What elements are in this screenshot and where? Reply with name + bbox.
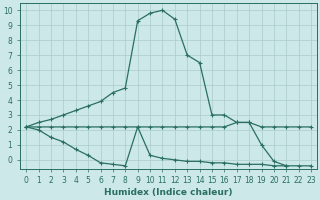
X-axis label: Humidex (Indice chaleur): Humidex (Indice chaleur) <box>104 188 233 197</box>
